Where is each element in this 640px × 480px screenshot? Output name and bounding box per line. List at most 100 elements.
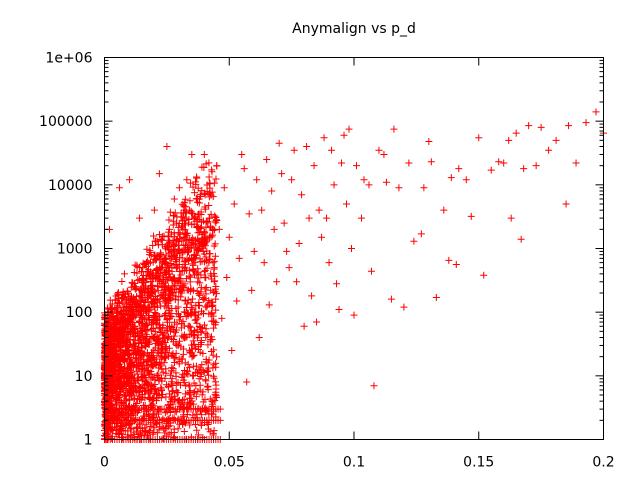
data-point: [177, 417, 185, 425]
data-point: [212, 306, 220, 314]
data-point: [170, 195, 178, 203]
data-point: [181, 379, 189, 387]
x-axis: 0 0.05 0.1 0.15 0.2: [100, 57, 615, 471]
data-point: [240, 165, 248, 173]
data-point: [186, 278, 194, 286]
data-point: [129, 283, 137, 291]
data-point: [172, 372, 180, 380]
data-point: [122, 379, 130, 387]
data-point: [230, 200, 238, 208]
x-tick-label: 0.05: [214, 455, 245, 471]
data-point: [365, 181, 373, 189]
data-point: [187, 327, 195, 335]
data-point: [260, 259, 268, 267]
data-point: [192, 180, 200, 188]
data-point: [146, 248, 154, 256]
data-point: [192, 362, 200, 370]
data-point: [193, 369, 201, 377]
data-point: [102, 335, 110, 343]
data-point: [420, 184, 428, 192]
data-point: [119, 427, 127, 435]
data-point: [201, 203, 209, 211]
data-point: [218, 314, 226, 322]
data-point: [167, 327, 175, 335]
data-point: [152, 339, 160, 347]
data-point: [195, 298, 203, 306]
data-point: [400, 303, 408, 311]
y-tick-label: 10000: [48, 178, 93, 194]
data-point: [202, 358, 210, 366]
data-point: [116, 317, 124, 325]
data-point: [205, 250, 213, 258]
data-point: [177, 324, 185, 332]
data-point: [118, 326, 126, 334]
data-point: [147, 298, 155, 306]
data-point: [190, 267, 198, 275]
data-point: [121, 364, 129, 372]
data-point: [130, 417, 138, 425]
data-point: [212, 378, 220, 386]
data-point: [146, 428, 154, 436]
data-point: [303, 143, 311, 151]
data-point: [213, 353, 221, 361]
data-point: [210, 179, 218, 187]
data-point: [243, 378, 251, 386]
data-point: [209, 259, 217, 267]
data-point: [204, 382, 212, 390]
data-point: [318, 233, 326, 241]
data-point: [166, 314, 174, 322]
data-point: [207, 224, 215, 232]
data-point: [126, 396, 134, 404]
data-point: [143, 245, 151, 253]
data-point: [157, 340, 165, 348]
data-point: [159, 390, 167, 398]
data-point: [160, 425, 168, 433]
data-point: [181, 195, 189, 203]
data-point: [156, 273, 164, 281]
data-point: [102, 385, 110, 393]
data-point: [150, 410, 158, 418]
data-point: [179, 350, 187, 358]
data-point: [201, 285, 209, 293]
data-point: [196, 190, 204, 198]
data-point: [238, 150, 246, 158]
data-point: [108, 336, 116, 344]
data-point: [172, 380, 180, 388]
data-point: [352, 162, 360, 170]
data-point: [106, 323, 114, 331]
data-point: [130, 325, 138, 333]
data-point: [118, 348, 126, 356]
data-point: [106, 355, 114, 363]
data-point: [178, 249, 186, 257]
data-point: [132, 415, 140, 423]
data-point: [212, 214, 220, 222]
data-point: [177, 213, 185, 221]
data-point: [315, 206, 323, 214]
data-point: [108, 326, 116, 334]
data-point: [133, 357, 141, 365]
data-point: [161, 258, 169, 266]
data-point: [204, 218, 212, 226]
data-point: [447, 174, 455, 182]
data-point: [207, 210, 215, 218]
data-point: [143, 379, 151, 387]
data-point: [206, 428, 214, 436]
data-point: [182, 229, 190, 237]
data-point: [184, 312, 192, 320]
data-point: [106, 361, 114, 369]
data-point: [121, 392, 129, 400]
data-point: [207, 347, 215, 355]
data-point: [182, 257, 190, 265]
data-point: [146, 258, 154, 266]
data-point: [186, 349, 194, 357]
data-point: [194, 224, 202, 232]
data-point: [192, 316, 200, 324]
data-point: [210, 374, 218, 382]
data-point: [295, 239, 303, 247]
data-point: [102, 363, 110, 371]
data-point: [445, 256, 453, 264]
data-point: [170, 242, 178, 250]
data-point: [117, 355, 125, 363]
data-point: [387, 295, 395, 303]
